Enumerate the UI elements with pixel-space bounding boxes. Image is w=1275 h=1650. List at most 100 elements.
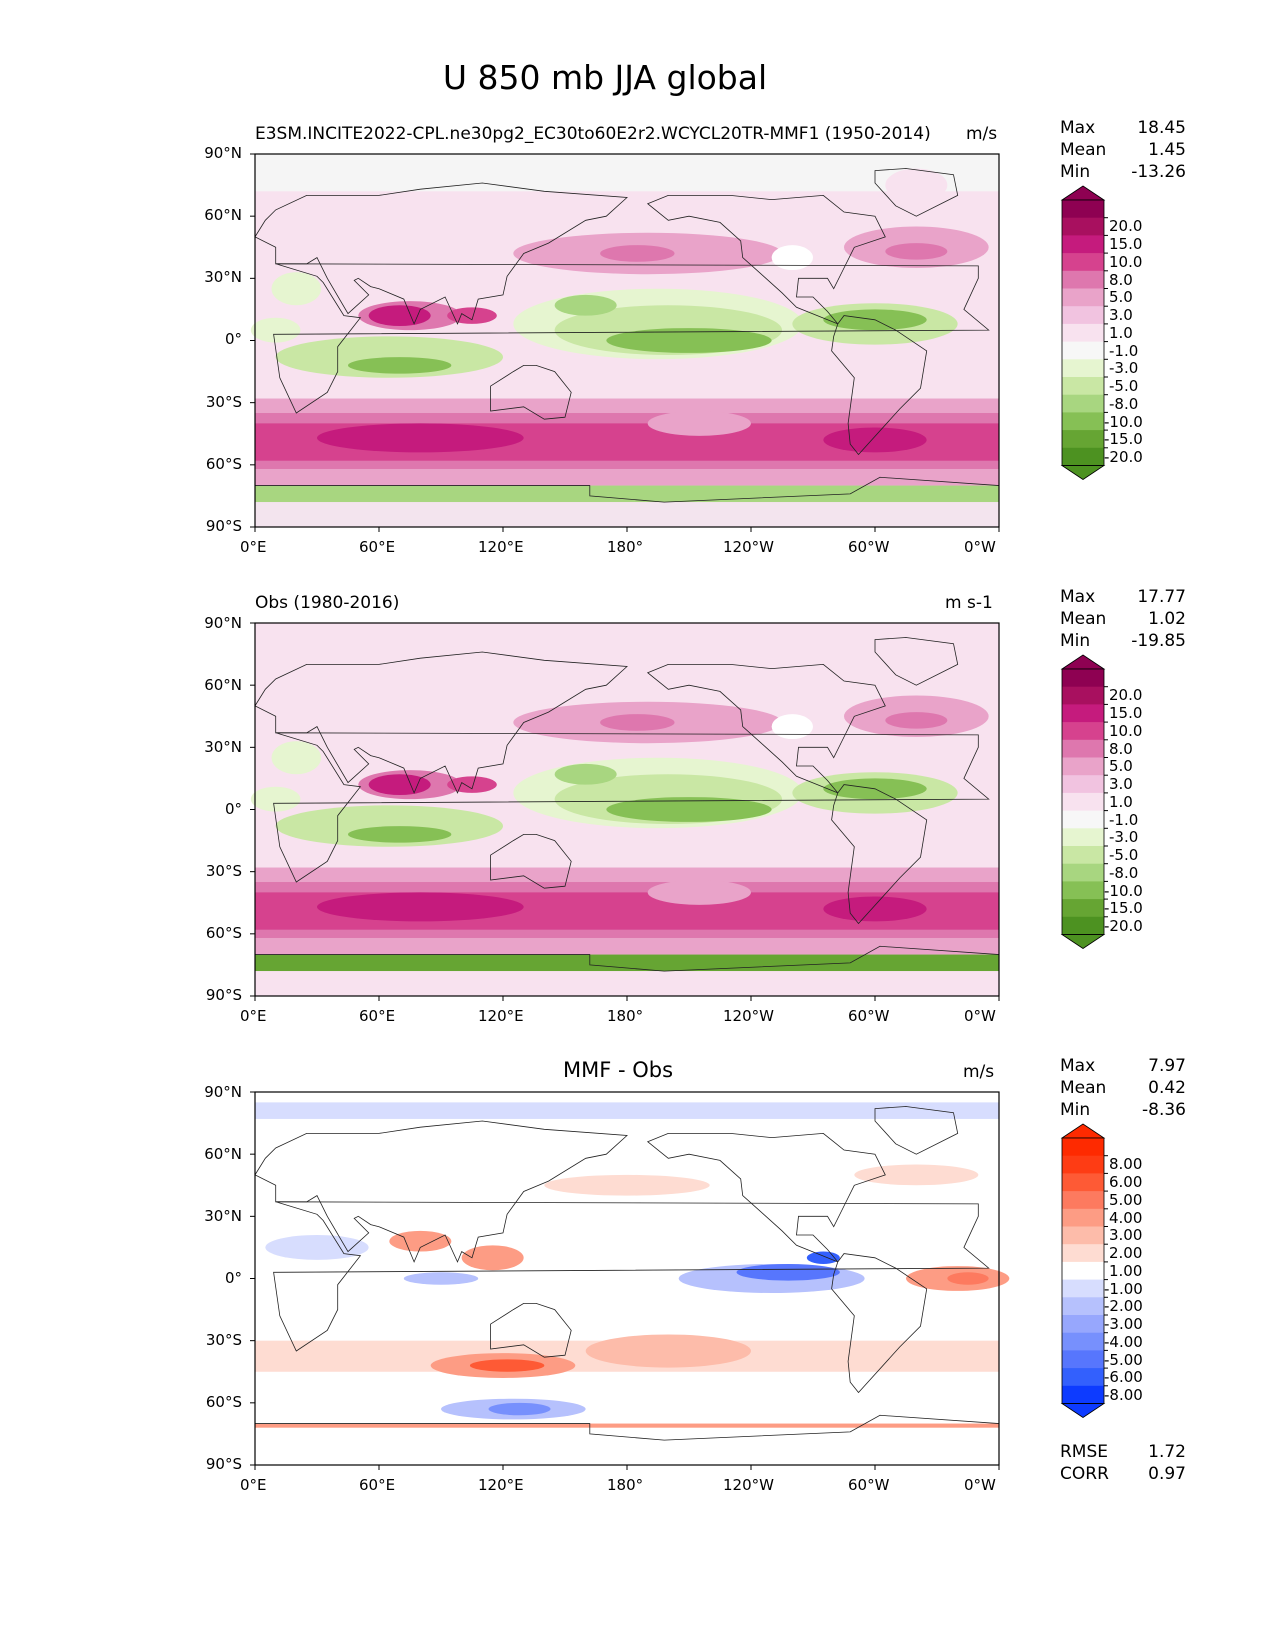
north-atlantic-core	[885, 243, 948, 260]
north-pacific-positive	[544, 1174, 710, 1196]
colorbar-segment	[1062, 881, 1104, 900]
colorbar-label: -1.00	[1104, 1280, 1143, 1298]
colorbar-segment	[1062, 323, 1104, 343]
colorbar-segment	[1062, 377, 1104, 396]
colorbar-label: 15.0	[1109, 704, 1143, 722]
coastline	[646, 194, 886, 325]
southern-negative-core	[488, 1402, 551, 1416]
tibet-region	[403, 247, 479, 277]
colorbar-label: -3.0	[1109, 359, 1139, 377]
pacific-weak-jet	[647, 879, 751, 905]
west-pacific-easterly	[554, 294, 617, 316]
lat-tick: 90°N	[204, 614, 242, 632]
colorbar-extend-top	[1060, 185, 1106, 201]
lon-tick: 120°W	[723, 1476, 774, 1494]
lat-tick: 90°S	[205, 1455, 242, 1473]
pacific-easterly-core	[606, 328, 772, 353]
lat-tick: 60°N	[204, 1145, 242, 1163]
colorbar-frame	[1061, 1137, 1105, 1404]
panel2-left-title: Obs (1980-2016)	[255, 593, 400, 613]
colorbar-label: 8.00	[1109, 1155, 1143, 1173]
greenland-region	[885, 168, 948, 202]
indian-easterly-core	[348, 357, 452, 374]
colorbar-frame	[1061, 668, 1105, 935]
pacific-positive	[585, 1334, 751, 1368]
antarctic-coast-positive	[255, 1423, 999, 1428]
antarctic-easterlies	[255, 954, 999, 972]
colorbar-extend-top	[1060, 1123, 1106, 1139]
colorbar-label: -20.0	[1104, 917, 1143, 935]
colorbar-label: -5.00	[1104, 1351, 1143, 1369]
colorbar-label: 6.00	[1109, 1173, 1143, 1191]
coastline	[273, 263, 990, 414]
colorbar-segment	[1062, 686, 1104, 705]
colorbar-segment	[1062, 810, 1104, 829]
colorbar-segment	[1062, 1368, 1104, 1387]
colorbar-segment	[1062, 916, 1104, 935]
coastline	[490, 1303, 572, 1358]
stat-mean-label: Mean	[1060, 1078, 1107, 1098]
stat-max-value: 18.45	[1137, 118, 1186, 138]
lon-tick: 60°W	[848, 538, 890, 556]
colorbar-segment	[1062, 1350, 1104, 1369]
colorbar-segment	[1062, 359, 1104, 378]
coastline	[831, 1253, 928, 1394]
colorbar-segment	[1062, 1297, 1104, 1316]
north-atlantic-positive	[854, 1164, 979, 1186]
colorbar-extend-bottom	[1060, 934, 1106, 949]
australia-positive-core	[469, 1359, 545, 1372]
colorbar-segment	[1062, 1244, 1104, 1263]
lon-tick: 0°E	[240, 1476, 267, 1494]
lon-tick: 60°E	[359, 538, 396, 556]
colorbar-segment	[1062, 430, 1104, 449]
figure-title: U 850 mb JJA global	[442, 58, 768, 97]
stat-max-label: Max	[1060, 118, 1096, 138]
colorbar-label: -1.0	[1109, 811, 1139, 829]
colorbar-extend-bottom	[1060, 1403, 1106, 1418]
colorbar-segment	[1062, 669, 1104, 688]
colorbar-label: 4.00	[1109, 1209, 1143, 1227]
pacific-weak-jet	[647, 410, 751, 436]
arctic-negative-band	[255, 1102, 999, 1119]
lat-tick: 30°S	[205, 393, 242, 411]
colorbar-label: -8.0	[1109, 395, 1139, 413]
north-pacific-core	[600, 245, 675, 262]
rmse-value: 1.72	[1148, 1442, 1186, 1462]
colorbar-label: 10.0	[1109, 253, 1143, 271]
colorbar-label: 15.0	[1109, 235, 1143, 253]
stat-max-value: 17.77	[1137, 587, 1186, 607]
lon-tick: 0°W	[964, 1007, 996, 1025]
lat-tick: 30°S	[205, 862, 242, 880]
colorbar-segment	[1062, 757, 1104, 776]
lat-tick: 60°N	[204, 676, 242, 694]
bay-of-bengal-westerlies	[447, 307, 497, 324]
jet-core-indian	[317, 423, 524, 453]
pacific-easterly-core	[606, 797, 772, 822]
antarctic-easterlies	[255, 485, 999, 503]
colorbar-label: 3.00	[1109, 1226, 1143, 1244]
jet-core-atlantic	[823, 896, 927, 922]
colorbar-segment	[1062, 1138, 1104, 1157]
colorbar-segment	[1062, 1226, 1104, 1245]
colorbar-label: -20.0	[1104, 448, 1143, 466]
colorbar-label: -5.0	[1109, 377, 1139, 395]
lat-tick: 60°S	[205, 924, 242, 942]
colorbar-label: 20.0	[1109, 686, 1143, 704]
coastline	[874, 1106, 959, 1155]
rmse-label: RMSE	[1060, 1442, 1109, 1462]
colorbar-segment	[1062, 1261, 1104, 1281]
central-america-negative	[806, 1251, 840, 1264]
colorbar-label: -8.0	[1109, 864, 1139, 882]
colorbar-segment	[1062, 1208, 1104, 1227]
jet-core-atlantic	[823, 427, 927, 453]
colorbar-label: -3.0	[1109, 828, 1139, 846]
panel3-center-title: MMF - Obs	[563, 1058, 674, 1082]
lat-tick: 30°N	[204, 1207, 242, 1225]
african-easterlies	[250, 317, 301, 343]
colorbar-label: -3.00	[1104, 1315, 1143, 1333]
colorbar-label: 1.0	[1109, 324, 1133, 342]
lat-tick: 0°	[224, 800, 242, 818]
indian-ocean-negative	[403, 1272, 479, 1285]
coastline	[255, 945, 1000, 972]
corr-value: 0.97	[1148, 1464, 1186, 1484]
